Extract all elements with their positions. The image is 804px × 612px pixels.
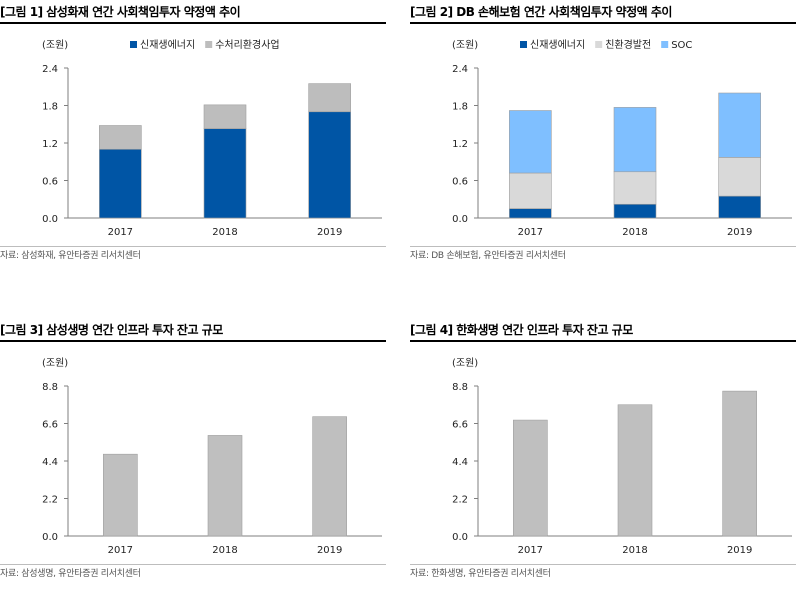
y-tick-label: 4.4 (42, 457, 58, 468)
x-tick-label: 2018 (622, 545, 647, 556)
legend-label: SOC (671, 40, 692, 51)
x-tick-label: 2018 (622, 227, 647, 238)
x-tick-label: 2017 (518, 545, 543, 556)
unit-label: (조원) (42, 357, 68, 369)
y-tick-label: 6.6 (452, 420, 468, 431)
legend-swatch (595, 41, 603, 48)
bar (99, 148, 142, 219)
bar (613, 107, 657, 173)
chart-svg: (조원) 0.0 2.2 4.4 6.6 8.8 2017 2018 2019 (452, 357, 792, 556)
x-tick-label: 2017 (108, 545, 133, 556)
chart-source: 자료: 삼성화재, 유안타증권 리서치센터 (0, 246, 386, 265)
x-tick-label: 2017 (518, 227, 543, 238)
y-tick-label: 1.2 (452, 139, 468, 150)
legend-swatch (520, 41, 527, 48)
y-tick-label: 1.2 (42, 139, 58, 150)
legend-label: 신재생에너지 (140, 39, 195, 51)
y-tick-label: 0.0 (42, 214, 58, 225)
y-tick-label: 6.6 (42, 420, 58, 431)
bar (203, 104, 247, 129)
bar (722, 390, 757, 537)
x-tick-label: 2017 (108, 227, 133, 238)
bar (312, 416, 347, 537)
bar (513, 419, 548, 537)
chart-svg: (조원) 0.0 2.2 4.4 6.6 8.8 2017 2018 2019 (42, 357, 382, 556)
x-tick-label: 2019 (727, 227, 752, 238)
bar (308, 111, 351, 219)
chart-source: 자료: 한화생명, 유안타증권 리서치센터 (410, 564, 796, 583)
bar (718, 92, 761, 158)
bar (613, 171, 657, 205)
legend-label: 수처리환경사업 (215, 38, 279, 51)
y-tick-label: 2.4 (452, 64, 468, 75)
x-tick-label: 2018 (212, 227, 237, 238)
x-tick-label: 2018 (212, 545, 237, 556)
x-tick-label: 2019 (317, 545, 342, 556)
x-tick-label: 2019 (727, 545, 752, 556)
y-tick-label: 4.4 (452, 457, 468, 468)
y-tick-label: 0.6 (452, 177, 468, 188)
unit-label: (조원) (42, 39, 68, 51)
bar (617, 404, 653, 537)
legend-swatch (205, 41, 213, 48)
bar (203, 128, 247, 219)
bar (99, 125, 142, 150)
y-tick-label: 2.4 (42, 64, 58, 75)
y-tick-label: 0.6 (42, 177, 58, 188)
y-tick-label: 0.0 (452, 214, 468, 225)
y-tick-label: 0.0 (42, 532, 58, 543)
chart-title: [그림 1] 삼성화재 연간 사회책임투자 약정액 추이 (0, 2, 386, 24)
bar (103, 453, 138, 537)
y-tick-label: 1.8 (42, 102, 58, 113)
y-tick-label: 1.8 (452, 102, 468, 113)
bar (718, 157, 761, 197)
legend-label: 친환경발전 (605, 38, 651, 51)
unit-label: (조원) (452, 39, 478, 51)
bar (509, 208, 552, 219)
x-tick-label: 2019 (317, 227, 342, 238)
y-tick-label: 8.8 (42, 382, 58, 393)
legend-swatch (130, 41, 137, 48)
y-tick-label: 0.0 (452, 532, 468, 543)
bar (509, 172, 552, 209)
chart-title: [그림 2] DB 손해보험 연간 사회책임투자 약정액 추이 (410, 2, 796, 24)
y-tick-label: 2.2 (42, 495, 58, 506)
legend-swatch (661, 41, 669, 48)
unit-label: (조원) (452, 357, 478, 369)
chart-svg: (조원) 신재생에너지 수처리환경사업 0.0 0.6 1.2 1.8 2.4 2017 2018… (42, 38, 382, 238)
chart-source: 자료: DB 손해보험, 유안타증권 리서치센터 (410, 246, 796, 265)
chart-svg: (조원) 신재생에너지 친환경발전 SOC 0.0 0.6 1.2 1.8 2.4 2017 201… (452, 38, 792, 238)
bar (308, 83, 351, 113)
bar (613, 203, 657, 219)
chart-title: [그림 3] 삼성생명 연간 인프라 투자 잔고 규모 (0, 320, 386, 342)
legend-label: 신재생에너지 (530, 39, 585, 51)
y-tick-label: 8.8 (452, 382, 468, 393)
bar (509, 110, 552, 174)
chart-title: [그림 4] 한화생명 연간 인프라 투자 잔고 규모 (410, 320, 796, 342)
y-tick-label: 2.2 (452, 495, 468, 506)
bar (207, 435, 243, 537)
bar (718, 195, 761, 219)
chart-source: 자료: 삼성생명, 유안타증권 리서치센터 (0, 564, 386, 583)
